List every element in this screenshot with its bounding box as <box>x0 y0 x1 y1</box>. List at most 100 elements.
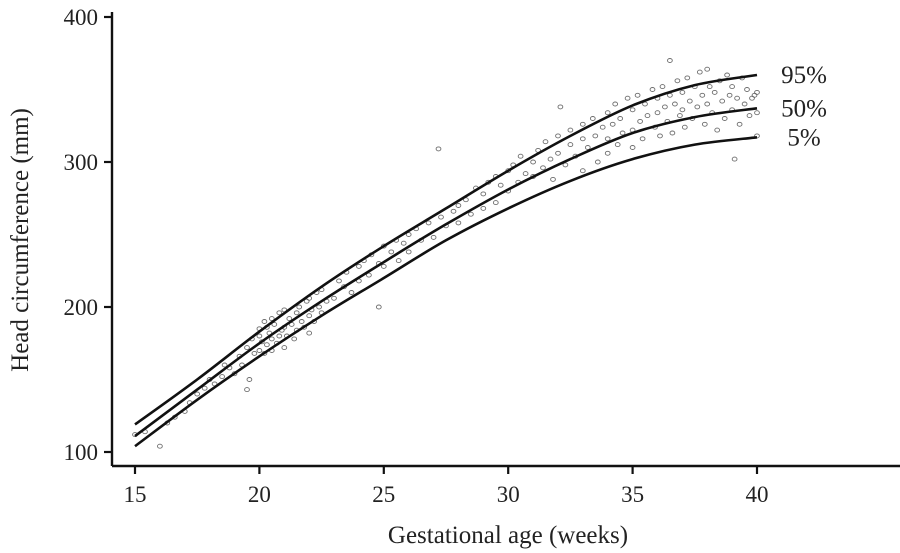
x-tick-label: 25 <box>372 482 395 507</box>
data-point <box>701 121 708 127</box>
data-point <box>336 278 342 284</box>
data-point <box>714 127 721 133</box>
data-point <box>219 374 225 380</box>
data-point <box>194 391 201 397</box>
data-point <box>296 304 303 310</box>
data-point <box>579 136 586 142</box>
data-point <box>637 118 643 124</box>
data-point <box>298 319 305 324</box>
data-point <box>480 205 487 211</box>
y-tick-label: 100 <box>64 440 99 465</box>
data-point <box>704 101 711 107</box>
data-point <box>316 304 322 310</box>
x-tick-label: 20 <box>248 482 271 507</box>
data-point <box>659 84 666 90</box>
data-point <box>657 133 663 139</box>
y-axis-title: Head circumference (mm) <box>7 108 34 372</box>
data-point <box>699 92 706 98</box>
data-point <box>435 146 442 152</box>
data-point <box>617 116 624 121</box>
data-point <box>734 95 740 101</box>
data-point <box>306 313 313 319</box>
data-point <box>542 139 549 145</box>
curve-5pct <box>134 136 758 448</box>
data-point <box>662 104 668 110</box>
data-point <box>567 142 574 148</box>
data-point <box>450 208 457 214</box>
data-point <box>480 191 487 197</box>
data-point <box>579 121 586 127</box>
data-point <box>649 87 656 92</box>
data-point <box>375 304 382 310</box>
data-point <box>425 220 432 226</box>
data-point <box>388 249 395 255</box>
data-point <box>642 101 648 107</box>
data-point <box>681 124 688 130</box>
data-point <box>547 156 554 162</box>
data-point <box>711 89 718 95</box>
data-point <box>540 165 546 171</box>
data-point <box>719 98 726 104</box>
data-point <box>754 110 760 116</box>
data-point <box>609 121 616 127</box>
data-point <box>584 145 591 150</box>
data-point <box>612 101 619 107</box>
data-point <box>517 153 524 159</box>
percentile-curves <box>134 73 758 448</box>
data-point <box>555 133 561 139</box>
data-point <box>634 92 641 98</box>
data-point <box>614 142 621 148</box>
data-point <box>395 258 402 264</box>
x-tick-label: 15 <box>124 482 147 507</box>
data-point <box>268 336 275 342</box>
data-point <box>736 121 743 127</box>
data-point <box>579 168 586 174</box>
data-point <box>291 336 298 342</box>
data-point <box>679 107 686 113</box>
data-point <box>550 176 556 182</box>
data-point <box>251 350 258 356</box>
data-point <box>497 182 504 188</box>
x-tick-label: 40 <box>746 482 769 507</box>
data-point <box>624 95 631 101</box>
data-point <box>704 66 711 72</box>
curve-labels: 95% 50%5% <box>781 62 827 151</box>
data-point <box>455 220 462 226</box>
data-point <box>221 362 228 368</box>
data-point <box>696 69 703 75</box>
y-tick-label: 200 <box>64 295 99 320</box>
data-point <box>286 316 293 322</box>
x-axis-title: Gestational age (weeks) <box>388 522 628 549</box>
data-point <box>604 150 611 156</box>
data-point <box>293 310 300 316</box>
data-point <box>669 130 676 136</box>
data-point <box>281 345 288 351</box>
data-point <box>366 272 372 278</box>
data-point <box>492 200 499 206</box>
data-point <box>405 249 412 255</box>
data-point <box>667 58 673 63</box>
data-point <box>654 110 661 116</box>
data-point <box>672 101 678 107</box>
data-point <box>157 443 163 449</box>
data-point <box>276 333 283 339</box>
data-point <box>430 234 437 240</box>
curve-50pct <box>134 107 758 438</box>
data-point <box>639 136 646 142</box>
data-point <box>468 211 474 217</box>
data-point <box>729 84 735 90</box>
data-point <box>562 162 569 168</box>
curve-95pct <box>134 73 758 426</box>
data-point <box>754 89 760 95</box>
data-point <box>530 159 536 165</box>
data-point <box>604 136 611 142</box>
data-point <box>619 130 626 136</box>
data-point <box>400 240 407 246</box>
data-point <box>348 290 355 295</box>
data-point <box>726 92 733 98</box>
data-point <box>686 98 693 104</box>
scatter-points <box>132 58 760 449</box>
data-point <box>438 214 444 220</box>
data-point <box>201 385 208 391</box>
